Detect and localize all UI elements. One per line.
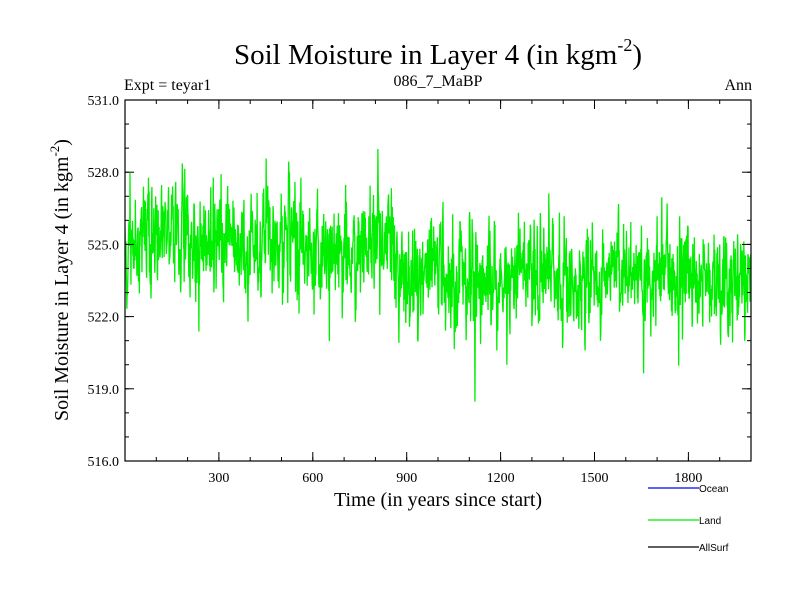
x-axis: 300 600 900 1200 1500 1800 (155, 100, 721, 486)
x-tick-label: 1200 (487, 471, 515, 486)
x-tick-label: 600 (302, 471, 323, 486)
legend: Ocean Land AllSurf (648, 484, 729, 554)
y-tick-label: 528.0 (88, 166, 120, 181)
subtitle-right: Ann (724, 77, 752, 94)
legend-label-ocean: Ocean (699, 484, 728, 495)
legend-label-allsurf: AllSurf (699, 543, 729, 554)
y-tick-label: 525.0 (88, 238, 120, 253)
chart-title: Soil Moisture in Layer 4 (in kgm-2) (234, 35, 642, 71)
x-tick-label: 300 (208, 471, 229, 486)
y-tick-label: 522.0 (88, 311, 120, 326)
plot-area: 516.0 519.0 522.0 525.0 528.0 531.0 300 600 900… (88, 94, 752, 486)
subtitle-center: 086_7_MaBP (394, 73, 483, 90)
x-tick-label: 900 (396, 471, 417, 486)
series-line-land (125, 148, 751, 402)
legend-label-land: Land (699, 516, 721, 527)
y-tick-label: 519.0 (88, 383, 120, 398)
x-tick-label: 1500 (581, 471, 609, 486)
y-tick-label: 531.0 (88, 94, 120, 109)
subtitle-left: Expt = teyar1 (124, 77, 211, 94)
x-axis-label: Time (in years since start) (334, 489, 542, 511)
x-tick-label: 1800 (674, 471, 702, 486)
y-axis: 516.0 519.0 522.0 525.0 528.0 531.0 (88, 94, 751, 470)
y-axis-label: Soil Moisture in Layer 4 (in kgm-2) (47, 139, 73, 421)
y-tick-label: 516.0 (88, 455, 120, 470)
